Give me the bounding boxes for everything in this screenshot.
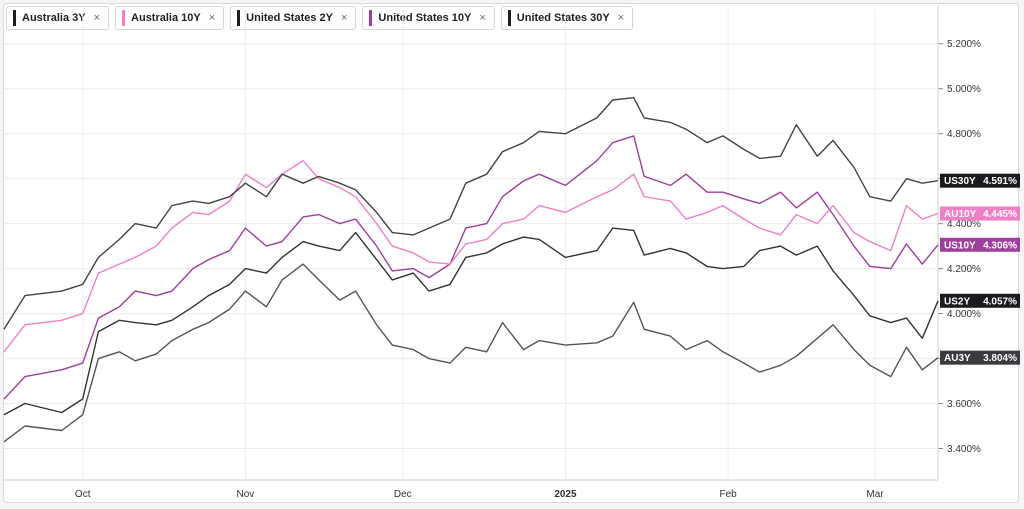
value-tag-value: 3.804% — [983, 353, 1017, 364]
legend-chip-label: Australia 10Y — [131, 12, 201, 24]
legend-chip-australia-3y[interactable]: Australia 3Y × — [6, 6, 110, 30]
y-tick-label: 4.400% — [947, 219, 981, 230]
value-tag-name: US10Y — [944, 240, 976, 251]
value-tag-name: US2Y — [944, 296, 970, 307]
value-tag-bg — [940, 350, 1020, 365]
close-icon[interactable]: × — [93, 12, 101, 24]
x-tick-label: Mar — [866, 489, 884, 500]
value-tag-us10y: US10Y 4.306% — [940, 237, 1020, 252]
y-tick-label: 4.800% — [947, 129, 981, 140]
y-tick-label: 4.000% — [947, 309, 981, 320]
series-line-au10y[interactable] — [3, 160, 939, 353]
value-tag-value: 4.057% — [983, 296, 1017, 307]
value-tag-value: 4.445% — [983, 209, 1017, 220]
value-tag-bg — [940, 293, 1020, 308]
value-tag-name: AU10Y — [944, 209, 977, 220]
value-tag-us30y: US30Y 4.591% — [940, 173, 1020, 188]
x-tick-label: Oct — [75, 489, 91, 500]
legend-chip-label: Australia 3Y — [22, 12, 86, 24]
close-icon[interactable]: × — [479, 12, 486, 24]
y-tick-label: 4.200% — [947, 264, 981, 275]
value-tag-us2y: US2Y 4.057% — [940, 293, 1020, 308]
legend-swatch — [237, 10, 241, 26]
x-tick-label: 2025 — [554, 489, 577, 500]
series-line-us2y[interactable] — [3, 227, 939, 416]
series-line-us10y[interactable] — [3, 135, 939, 400]
legend-chip-united-states-2y[interactable]: United States 2Y × — [230, 6, 357, 30]
chart-frame — [3, 3, 1019, 503]
chart-grid — [4, 10, 938, 480]
legend-chip-label: United States 10Y — [378, 12, 472, 24]
x-tick-label: Nov — [236, 489, 254, 500]
legend-chip-united-states-30y[interactable]: United States 30Y × — [500, 6, 634, 30]
x-tick-label: Dec — [394, 489, 412, 500]
value-tag-value: 4.306% — [983, 240, 1017, 251]
value-tag-bg — [940, 206, 1020, 221]
series-line-au3y[interactable] — [3, 263, 939, 443]
legend-chips: Australia 3Y × Australia 10Y × United St… — [6, 6, 634, 30]
y-tick-label: 3.600% — [947, 399, 981, 410]
legend-swatch — [507, 10, 511, 26]
y-tick-label: 5.200% — [947, 39, 981, 50]
legend-swatch — [122, 10, 126, 26]
value-tags: US30Y 4.591% AU10Y 4.445% US10Y 4.306% US2Y 4.0… — [940, 173, 1020, 365]
close-icon[interactable]: × — [617, 12, 625, 24]
x-axis: Oct Nov Dec 2025 Feb Mar — [4, 479, 938, 500]
value-tag-bg — [940, 237, 1020, 252]
series-line-us30y[interactable] — [3, 97, 939, 330]
series-lines — [3, 97, 939, 443]
legend-swatch — [13, 10, 16, 26]
legend-chip-united-states-10y[interactable]: United States 10Y × — [362, 6, 495, 30]
legend-swatch — [369, 10, 373, 26]
value-tag-name: US30Y — [944, 176, 976, 187]
value-tag-au10y: AU10Y 4.445% — [940, 206, 1020, 221]
value-tag-au3y: AU3Y 3.804% — [940, 350, 1020, 365]
legend-chip-label: United States 2Y — [246, 12, 333, 24]
y-tick-label: 5.000% — [947, 84, 981, 95]
x-tick-label: Feb — [719, 489, 737, 500]
legend-chip-label: United States 30Y — [516, 12, 610, 24]
close-icon[interactable]: × — [340, 12, 348, 24]
y-tick-label: 3.400% — [947, 444, 981, 455]
value-tag-value: 4.591% — [983, 176, 1017, 187]
close-icon[interactable]: × — [208, 12, 216, 24]
value-tag-bg — [940, 173, 1020, 188]
value-tag-name: AU3Y — [944, 353, 971, 364]
legend-chip-australia-10y[interactable]: Australia 10Y × — [115, 6, 225, 30]
